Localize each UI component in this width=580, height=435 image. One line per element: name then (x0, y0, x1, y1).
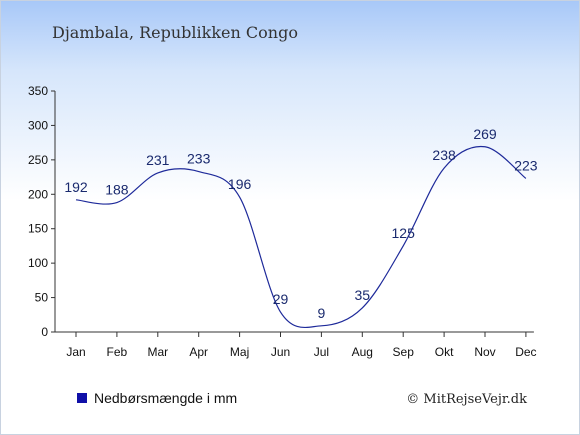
data-label: 35 (355, 287, 371, 303)
y-tick-label: 350 (28, 84, 48, 98)
x-tick-label: Jun (271, 345, 290, 359)
y-tick-label: 200 (28, 187, 48, 201)
legend-label: Nedbørsmængde i mm (94, 390, 237, 406)
y-tick-label: 50 (35, 291, 49, 305)
y-tick-label: 250 (28, 153, 48, 167)
x-tick-label: Feb (107, 345, 128, 359)
data-label: 188 (105, 182, 129, 198)
data-marks: 192 188 231 233 196 29 9 35 125 238 269 223 (64, 126, 538, 329)
y-tick-label: 300 (28, 118, 48, 132)
data-label: 9 (318, 305, 326, 321)
x-tick-label: Sep (393, 345, 415, 359)
legend-swatch (77, 393, 87, 403)
data-label: 223 (514, 157, 538, 173)
y-tick-label: 100 (28, 256, 48, 270)
legend: Nedbørsmængde i mm (77, 390, 237, 406)
x-tick-label: Jul (314, 345, 329, 359)
data-label: 238 (432, 147, 456, 163)
x-tick-label: Dec (515, 345, 536, 359)
x-tick-label: Aug (352, 345, 373, 359)
y-tick-label: 150 (28, 222, 48, 236)
series-line (75, 145, 527, 329)
x-tick-label: Mar (147, 345, 168, 359)
data-label: 125 (392, 225, 416, 241)
data-label: 233 (187, 151, 211, 167)
data-label: 269 (473, 126, 497, 142)
y-tick-label: 0 (41, 325, 48, 339)
axes: 0 50 100 150 200 250 300 350 Jan Feb Mar Apr Maj Jun J… (28, 84, 537, 359)
data-label: 231 (146, 152, 170, 168)
data-label: 196 (228, 176, 252, 192)
data-label: 29 (273, 291, 289, 307)
x-tick-label: Okt (435, 345, 454, 359)
data-label: 192 (64, 179, 88, 195)
x-tick-label: Maj (230, 345, 249, 359)
x-tick-label: Jan (66, 345, 85, 359)
x-tick-label: Apr (189, 345, 208, 359)
credit-text: © MitRejseVejr.dk (406, 392, 527, 407)
x-tick-label: Nov (474, 345, 495, 359)
chart-title: Djambala, Republikken Congo (52, 23, 298, 42)
